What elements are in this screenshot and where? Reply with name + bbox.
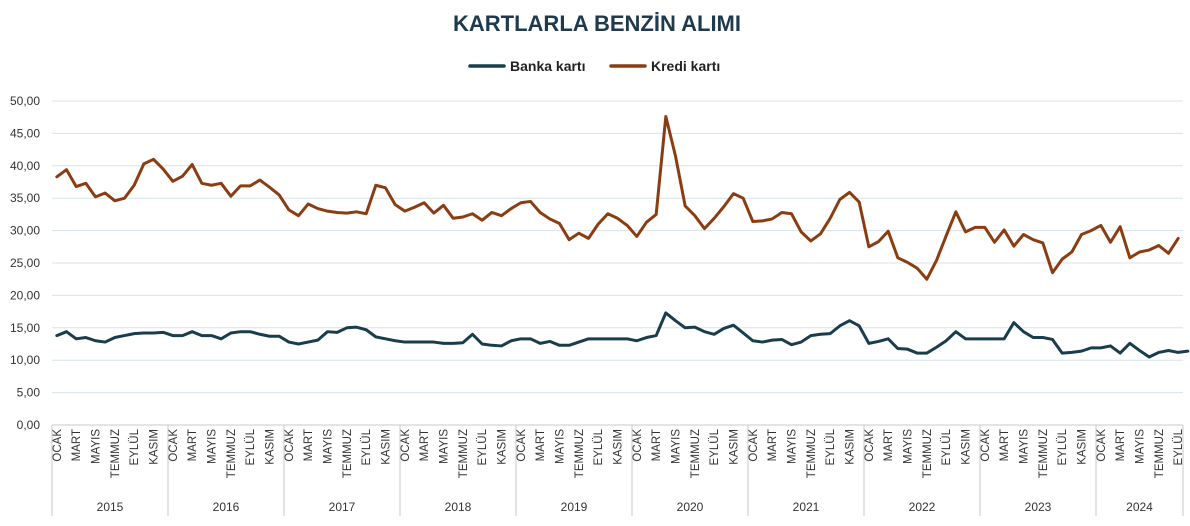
x-tick-label: EYLÜL (709, 428, 721, 465)
x-tick-label: KASIM (729, 429, 741, 465)
y-tick-label: 40,00 (10, 159, 40, 173)
x-tick-label: MAYIS (1135, 429, 1147, 464)
x-tick-label: MART (535, 429, 547, 461)
x-tick-label: MAYIS (91, 429, 103, 464)
x-tick-label: MAYIS (323, 429, 335, 464)
legend-label: Kredi kartı (651, 58, 720, 74)
x-tick-label: MAYIS (555, 429, 567, 464)
series-line-kredi-karti (55, 115, 1180, 281)
x-tick-label: MAYIS (207, 429, 219, 464)
x-tick-label: MART (1115, 429, 1127, 461)
x-tick-label: MAYIS (903, 429, 915, 464)
x-tick-label: TEMMUZ (806, 429, 818, 478)
year-label: 2022 (909, 500, 936, 514)
x-tick-label: KASIM (845, 429, 857, 465)
x-tick-label: TEMMUZ (342, 429, 354, 478)
year-label: 2019 (561, 500, 588, 514)
year-label: 2017 (329, 500, 356, 514)
year-label: 2018 (445, 500, 472, 514)
x-tick-label: MART (419, 429, 431, 461)
series-line-banka-karti (55, 311, 1190, 359)
x-tick-label: MART (651, 429, 663, 461)
x-tick-label: MAYIS (1019, 429, 1031, 464)
y-tick-label: 0,00 (17, 418, 41, 432)
chart-title: KARTLARLA BENZİN ALIMI (453, 11, 741, 36)
year-label: 2024 (1126, 500, 1153, 514)
x-tick-label: KASIM (961, 429, 973, 465)
x-tick-label: EYLÜL (825, 428, 837, 465)
x-tick-label: MAYIS (671, 429, 683, 464)
x-tick-label: OCAK (980, 429, 992, 462)
x-tick-label: TEMMUZ (574, 429, 586, 478)
y-tick-label: 10,00 (10, 353, 40, 367)
year-label: 2020 (677, 500, 704, 514)
x-tick-label: MART (71, 429, 83, 461)
grid-lines (52, 100, 1183, 394)
y-tick-label: 20,00 (10, 288, 40, 302)
x-tick-label: MAYIS (787, 429, 799, 464)
x-tick-label: OCAK (864, 429, 876, 462)
series-layer (55, 115, 1190, 359)
x-tick-label: TEMMUZ (1154, 429, 1166, 478)
y-tick-label: 45,00 (10, 126, 40, 140)
x-tick-label: EYLÜL (245, 428, 257, 465)
y-tick-label: 35,00 (10, 191, 40, 205)
x-tick-label: MART (767, 429, 779, 461)
x-tick-label: MART (883, 429, 895, 461)
year-label: 2016 (213, 500, 240, 514)
x-tick-label: TEMMUZ (922, 429, 934, 478)
y-tick-label: 50,00 (10, 94, 40, 108)
x-tick-label: EYLÜL (1057, 428, 1069, 465)
legend: Banka kartı Kredi kartı (468, 58, 720, 74)
x-tick-label: TEMMUZ (110, 429, 122, 478)
x-tick-label: KASIM (613, 429, 625, 465)
x-tick-label: EYLÜL (941, 428, 953, 465)
x-tick-label: TEMMUZ (1038, 429, 1050, 478)
x-tick-label: MART (303, 429, 315, 461)
x-tick-label: OCAK (168, 429, 180, 462)
y-tick-label: 30,00 (10, 224, 40, 238)
x-tick-label: EYLÜL (1173, 428, 1185, 465)
x-tick-label: OCAK (748, 429, 760, 462)
x-tick-label: KASIM (381, 429, 393, 465)
x-tick-label: MART (999, 429, 1011, 461)
y-tick-label: 25,00 (10, 256, 40, 270)
x-tick-label: EYLÜL (593, 428, 605, 465)
y-tick-label: 15,00 (10, 321, 40, 335)
year-label: 2021 (793, 500, 820, 514)
x-tick-label: KASIM (497, 429, 509, 465)
x-tick-label: KASIM (149, 429, 161, 465)
x-tick-label: MART (187, 429, 199, 461)
year-label: 2023 (1025, 500, 1052, 514)
x-tick-label: MAYIS (439, 429, 451, 464)
x-tick-label: TEMMUZ (458, 429, 470, 478)
x-tick-label: EYLÜL (129, 428, 141, 465)
x-tick-label: EYLÜL (477, 428, 489, 465)
y-tick-label: 5,00 (17, 386, 41, 400)
legend-label: Banka kartı (510, 58, 585, 74)
x-tick-label: OCAK (52, 429, 64, 462)
y-axis: 0,00 5,00 10,00 15,00 20,00 25,00 30,00 35,00 40… (10, 94, 40, 432)
x-tick-label: OCAK (516, 429, 528, 462)
x-tick-label: EYLÜL (361, 428, 373, 465)
x-tick-label: TEMMUZ (690, 429, 702, 478)
x-tick-label: KASIM (265, 429, 277, 465)
x-tick-label: OCAK (1096, 429, 1108, 462)
year-label: 2015 (97, 500, 124, 514)
x-tick-label: OCAK (400, 429, 412, 462)
x-axis: OCAK MART MAYIS TEMMUZ EYLÜL KASIM 2015 OCAK MAR… (51, 424, 1185, 516)
x-tick-label: TEMMUZ (226, 429, 238, 478)
x-tick-label: OCAK (284, 429, 296, 462)
x-tick-label: KASIM (1077, 429, 1089, 465)
x-tick-label: OCAK (632, 429, 644, 462)
